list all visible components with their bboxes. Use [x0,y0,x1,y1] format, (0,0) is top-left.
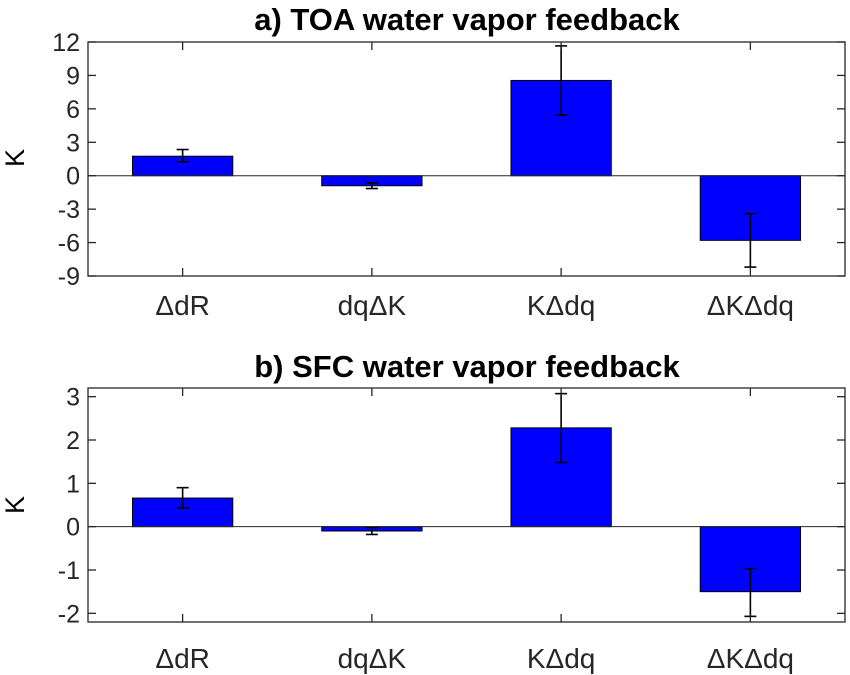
error-bar [365,182,378,190]
y-tick-label: -2 [58,600,80,628]
y-axis-label: K [0,149,30,167]
y-tick-label: 12 [52,29,80,57]
x-tick-label: KΔdq [527,643,596,674]
chart-panel-toa: a) TOA water vapor feedback K 12 9 6 3 0 -3 -6… [0,2,846,321]
chart-title: a) TOA water vapor feedback [254,2,680,37]
x-tick-label: ΔdR [155,290,210,321]
y-tick-label: 0 [66,514,80,542]
x-tick-label: ΔKΔdq [707,643,794,674]
y-tick-label: 0 [66,163,80,191]
x-tick-label: dqΔK [338,290,407,321]
y-tick-label: 6 [66,96,80,124]
y-tick-label: -1 [58,557,80,585]
y-tick-label: 1 [66,470,80,498]
y-tick-label: 2 [66,427,80,455]
x-tick-label: ΔKΔdq [707,290,794,321]
chart-panel-sfc: b) SFC water vapor feedback K 3 2 1 0 -1 -2 Δd… [0,349,846,674]
chart-title: b) SFC water vapor feedback [254,349,680,384]
plot-area: 3 2 1 0 -1 -2 ΔdR dqΔK KΔdq ΔKΔdq [58,384,846,674]
axes-box [87,387,846,623]
error-bar [365,526,378,536]
x-tick-label: dqΔK [338,643,407,674]
y-axis-label: K [0,496,30,514]
y-tick-label: 9 [66,62,80,90]
y-tick-label: 3 [66,384,80,412]
axes-box [87,41,846,277]
y-tick-label: 3 [66,129,80,157]
x-tick-label: KΔdq [527,290,596,321]
y-tick-label: -9 [58,263,80,291]
error-bar [744,212,757,268]
x-tick-label: ΔdR [155,643,210,674]
y-tick-label: -3 [58,196,80,224]
y-tick-label: -6 [58,230,80,258]
error-bar [176,148,189,163]
plot-area: 12 9 6 3 0 -3 -6 -9 ΔdR dqΔK KΔdq ΔKΔdq [52,29,846,321]
error-bar [176,486,189,509]
